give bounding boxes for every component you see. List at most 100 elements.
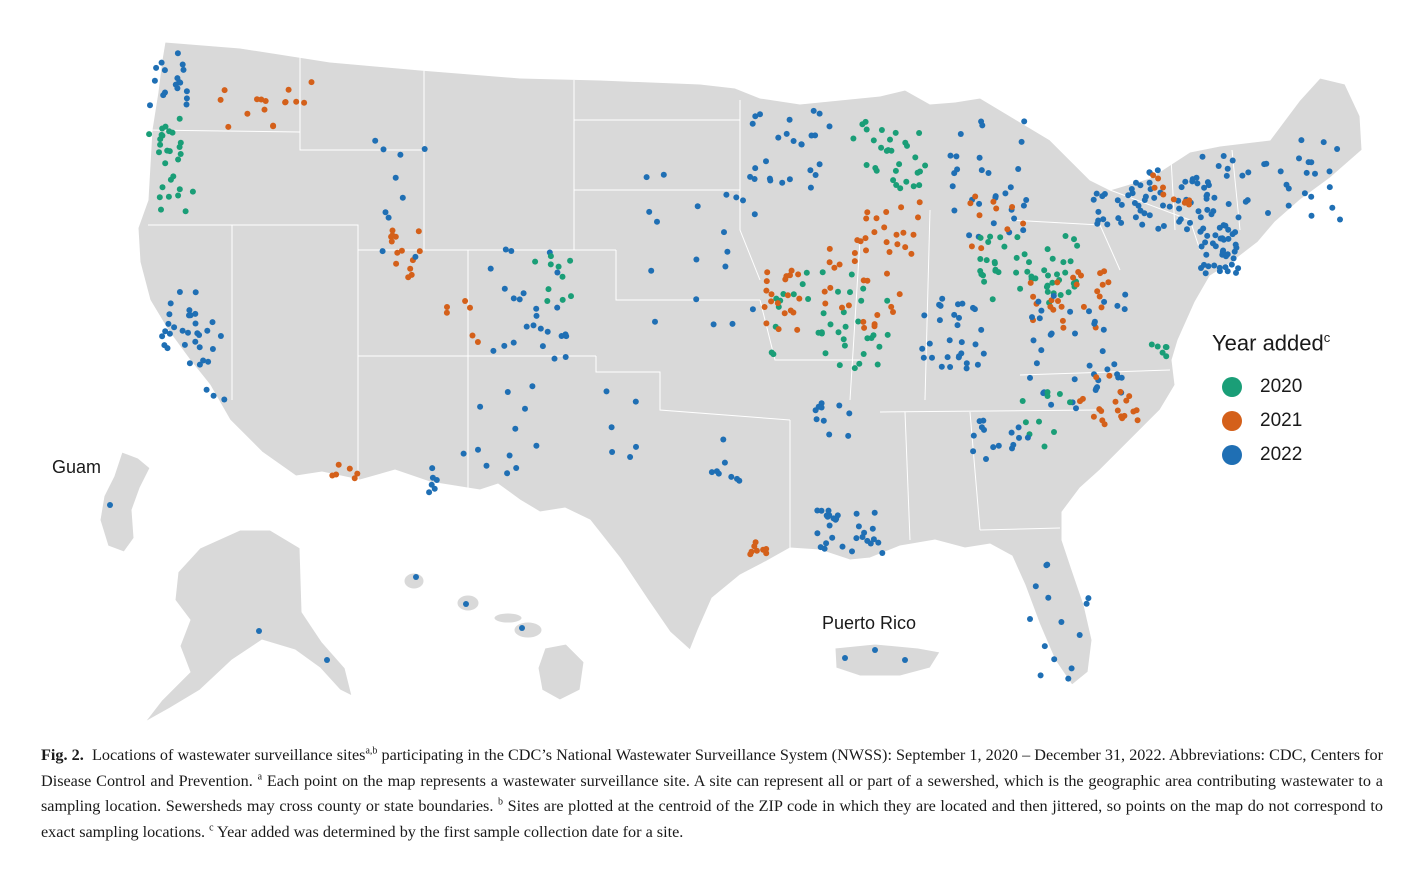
us-map — [99, 41, 1363, 723]
site-point — [890, 309, 896, 315]
site-point — [1090, 196, 1097, 203]
site-point — [1093, 374, 1100, 381]
site-point — [1094, 288, 1101, 295]
site-point — [729, 320, 736, 327]
site-point — [183, 101, 190, 108]
caption-sup-ab: a,b — [365, 745, 378, 757]
site-point — [871, 229, 878, 236]
site-point — [748, 548, 755, 555]
site-point — [904, 142, 910, 149]
site-point — [1094, 384, 1101, 391]
site-point — [980, 350, 987, 357]
site-point — [533, 312, 540, 319]
site-point — [896, 161, 903, 168]
site-point — [551, 355, 558, 362]
site-point — [394, 249, 401, 256]
site-point — [790, 138, 797, 144]
caption-sup-b: b — [498, 796, 504, 808]
site-point — [790, 291, 797, 298]
site-point — [1160, 223, 1167, 229]
site-point — [970, 304, 976, 311]
site-point — [917, 168, 923, 175]
site-point — [1105, 279, 1112, 286]
site-point — [963, 365, 970, 372]
site-point — [921, 312, 928, 319]
site-point — [203, 386, 210, 393]
site-point — [1071, 376, 1078, 383]
site-point — [1204, 232, 1211, 239]
site-point — [916, 199, 923, 206]
site-point — [153, 64, 160, 71]
site-point — [959, 300, 966, 307]
site-point — [547, 253, 554, 260]
site-point — [1098, 304, 1105, 311]
site-point — [839, 543, 846, 550]
site-point — [775, 134, 782, 141]
site-point — [1086, 362, 1093, 369]
site-point — [545, 286, 552, 293]
legend-title-superscript: c — [1323, 330, 1331, 345]
site-point — [768, 349, 775, 356]
site-point — [922, 162, 929, 169]
site-point — [978, 245, 985, 252]
site-point — [721, 459, 728, 466]
contiguous-us-landmass — [137, 41, 1363, 686]
site-point — [180, 66, 187, 73]
site-point — [991, 260, 998, 267]
site-point — [910, 231, 917, 238]
site-point — [539, 343, 546, 350]
site-point — [752, 165, 759, 172]
site-point — [902, 244, 909, 251]
site-point — [179, 327, 186, 334]
site-point — [221, 87, 228, 94]
site-point — [1133, 407, 1140, 414]
site-point — [1208, 211, 1215, 218]
site-point — [1041, 643, 1048, 650]
site-point — [1320, 139, 1327, 146]
site-point — [159, 184, 166, 191]
site-point — [967, 200, 974, 207]
site-point — [1178, 184, 1185, 191]
site-point — [1230, 255, 1237, 262]
site-point — [862, 235, 869, 242]
site-point — [887, 136, 893, 143]
site-point — [993, 205, 1000, 212]
site-point — [1099, 281, 1106, 288]
site-point — [787, 307, 794, 314]
site-point — [196, 361, 203, 368]
site-point — [205, 358, 212, 365]
site-point — [720, 436, 727, 443]
site-point — [1229, 157, 1236, 164]
site-point — [1235, 214, 1242, 221]
site-point — [856, 360, 863, 367]
site-point — [821, 288, 828, 295]
site-point — [1204, 206, 1211, 213]
site-point — [1104, 366, 1111, 373]
site-point — [412, 253, 419, 260]
site-point — [995, 269, 1002, 276]
site-point — [1033, 360, 1040, 367]
site-point — [147, 102, 153, 109]
site-point — [1096, 293, 1103, 300]
site-point — [660, 171, 667, 178]
site-point — [910, 183, 917, 190]
site-point — [851, 258, 858, 265]
site-point — [1146, 179, 1153, 186]
site-point — [886, 249, 893, 255]
site-point — [523, 323, 530, 330]
site-point — [858, 297, 865, 304]
site-point — [179, 61, 186, 68]
site-point — [166, 311, 173, 318]
caption-sup-c: c — [209, 822, 214, 834]
site-point — [779, 179, 786, 186]
site-point — [156, 194, 163, 201]
site-point — [853, 510, 860, 517]
site-point — [1159, 349, 1166, 356]
site-point — [995, 442, 1002, 449]
site-point — [567, 257, 574, 264]
site-point — [1114, 302, 1121, 309]
site-point — [256, 628, 262, 634]
site-point — [1194, 180, 1201, 187]
site-point — [752, 113, 759, 120]
site-point — [1225, 201, 1232, 207]
